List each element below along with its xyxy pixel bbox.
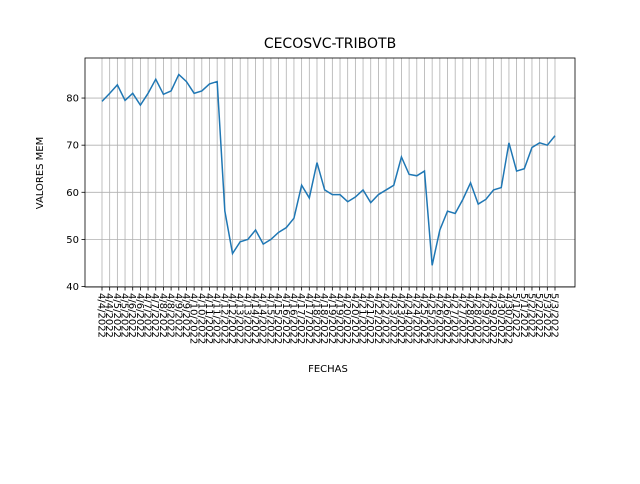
x-tick-label: 4/24/2022	[403, 293, 414, 344]
x-tick-label: 4/8/2022	[157, 293, 168, 338]
x-tick-label: 5/2/2022	[525, 293, 536, 338]
x-tick-label: 4/5/2022	[119, 293, 130, 338]
x-tick-label: 4/4/2022	[103, 293, 114, 338]
x-tick-label: 4/20/2022	[341, 293, 352, 344]
x-tick-label: 4/25/2022	[426, 293, 437, 344]
x-tick-label: 4/29/2022	[479, 293, 490, 344]
x-tick-label: 4/15/2022	[272, 293, 283, 344]
x-tick-label: 4/28/2022	[464, 293, 475, 344]
x-tick-label: 5/2/2022	[533, 293, 544, 338]
y-tick-label: 60	[66, 188, 79, 199]
x-tick-label: 4/15/2022	[264, 293, 275, 344]
chart-title: CECOSVC-TRIBOTB	[264, 36, 396, 52]
x-tick-label: 4/14/2022	[249, 293, 260, 344]
x-tick-label: 4/16/2022	[280, 293, 291, 344]
y-tick-label: 80	[66, 94, 79, 105]
x-tick-label: 4/5/2022	[111, 293, 122, 338]
y-tick-label: 50	[66, 235, 79, 246]
y-tick-label: 70	[66, 141, 79, 152]
x-tick-label: 4/26/2022	[441, 293, 452, 344]
x-tick-label: 4/14/2022	[257, 293, 268, 344]
x-tick-label: 4/4/2022	[96, 293, 107, 338]
y-tick-label: 40	[66, 282, 79, 293]
x-tick-label: 5/3/2022	[549, 293, 560, 338]
x-tick-label: 4/27/2022	[449, 293, 460, 344]
plot-frame	[84, 57, 576, 288]
x-tick-label: 5/3/2022	[541, 293, 552, 338]
x-tick-label: 4/12/2022	[218, 293, 229, 344]
x-tick-label: 4/25/2022	[418, 293, 429, 344]
x-tick-label: 4/27/2022	[456, 293, 467, 344]
x-tick-label: 4/10/2022	[188, 293, 199, 344]
x-tick-label: 4/11/2022	[203, 293, 214, 344]
x-tick-label: 4/23/2022	[395, 293, 406, 344]
x-tick-label: 4/10/2022	[195, 293, 206, 344]
x-tick-label: 4/7/2022	[142, 293, 153, 338]
x-tick-label: 4/30/2022	[502, 293, 513, 344]
x-tick-label: 4/18/2022	[318, 293, 329, 344]
x-tick-label: 4/17/2022	[303, 293, 314, 344]
x-tick-label: 4/20/2022	[349, 293, 360, 344]
x-tick-label: 4/18/2022	[310, 293, 321, 344]
x-tick-label: 4/12/2022	[226, 293, 237, 344]
x-tick-label: 4/30/2022	[495, 293, 506, 344]
x-tick-label: 4/7/2022	[149, 293, 160, 338]
x-tick-label: 4/11/2022	[211, 293, 222, 344]
x-axis-label: FECHAS	[308, 364, 348, 375]
x-tick-label: 4/23/2022	[387, 293, 398, 344]
x-tick-label: 4/29/2022	[487, 293, 498, 344]
x-tick-label: 4/24/2022	[410, 293, 421, 344]
x-tick-label: 4/28/2022	[472, 293, 483, 344]
x-tick-label: 5/1/2022	[510, 293, 521, 338]
x-tick-label: 4/21/2022	[364, 293, 375, 344]
x-tick-label: 5/1/2022	[518, 293, 529, 338]
x-tick-label: 4/8/2022	[165, 293, 176, 338]
x-tick-label: 4/21/2022	[357, 293, 368, 344]
x-tick-label: 4/9/2022	[172, 293, 183, 338]
x-tick-label: 4/26/2022	[433, 293, 444, 344]
x-tick-label: 4/16/2022	[287, 293, 298, 344]
x-tick-label: 4/9/2022	[180, 293, 191, 338]
x-tick-label: 4/17/2022	[295, 293, 306, 344]
x-tick-label: 4/6/2022	[134, 293, 145, 338]
x-tick-label: 4/13/2022	[234, 293, 245, 344]
x-tick-label: 4/13/2022	[241, 293, 252, 344]
x-tick-label: 4/22/2022	[372, 293, 383, 344]
data-line	[101, 73, 556, 266]
x-tick-label: 4/19/2022	[326, 293, 337, 344]
x-tick-label: 4/19/2022	[334, 293, 345, 344]
x-tick-label: 4/6/2022	[126, 293, 137, 338]
x-tick-label: 4/22/2022	[380, 293, 391, 344]
y-axis-label: VALORES MEM	[35, 137, 46, 210]
